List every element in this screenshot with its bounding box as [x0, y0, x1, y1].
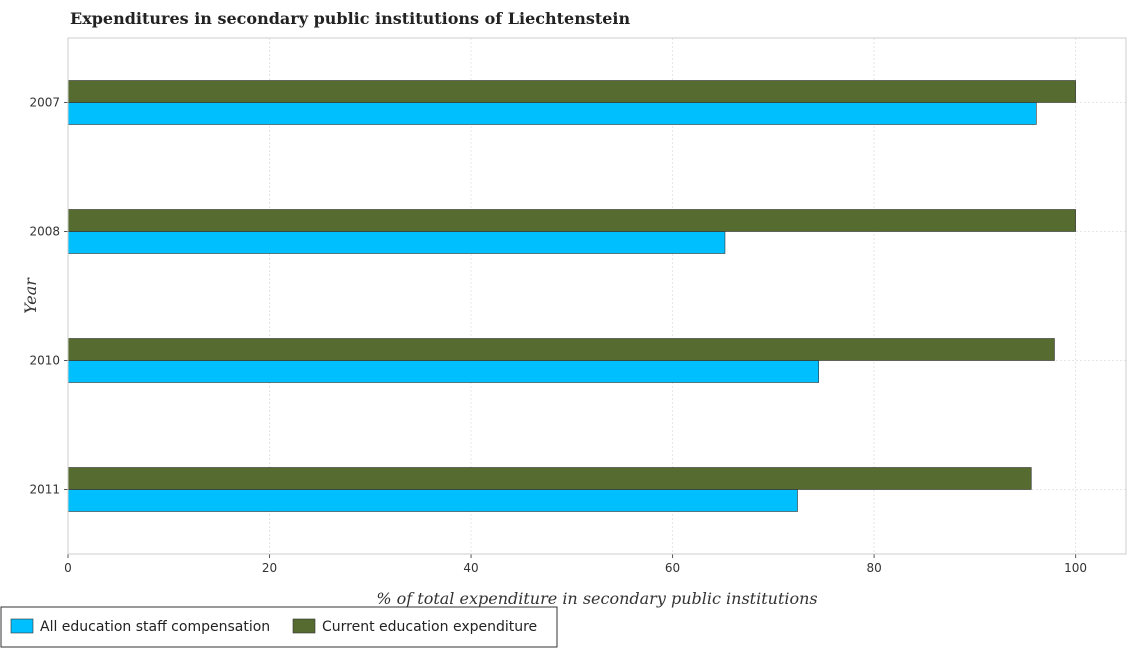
- x-tick-label: 0: [64, 561, 72, 575]
- legend-swatch-staff-compensation: [10, 618, 34, 634]
- legend: All education staff compensation Current…: [0, 606, 558, 648]
- legend-label-current-expenditure: Current education expenditure: [322, 619, 537, 635]
- y-tick-label: 2008: [29, 225, 60, 239]
- x-tick-label: 100: [1064, 561, 1087, 575]
- legend-frame: [0, 606, 558, 648]
- x-tick-label: 60: [665, 561, 680, 575]
- bar-staff-compensation-2011: [67, 489, 798, 512]
- bar-staff-compensation-2010: [67, 360, 819, 383]
- x-tick-label: 20: [262, 561, 277, 575]
- plot-frame: [67, 37, 1127, 555]
- bars: [67, 80, 1076, 512]
- legend-swatch-current-expenditure: [292, 618, 316, 634]
- legend-label-staff-compensation: All education staff compensation: [40, 619, 270, 635]
- y-axis-label: Year: [21, 277, 40, 314]
- x-tick-label: 80: [866, 561, 881, 575]
- x-axis-ticks: 0 20 40 60 80 100: [64, 554, 1087, 575]
- bar-current-expenditure-2007: [67, 80, 1076, 103]
- x-axis-label: % of total expenditure in secondary publ…: [376, 589, 817, 608]
- y-axis-ticks: 2007 2008 2010 2011: [29, 96, 68, 497]
- bar-staff-compensation-2008: [67, 231, 726, 254]
- y-tick-label: 2007: [29, 96, 60, 110]
- y-tick-label: 2010: [29, 354, 60, 368]
- bar-current-expenditure-2008: [67, 209, 1076, 232]
- y-tick-label: 2011: [29, 483, 60, 497]
- x-tick-label: 40: [463, 561, 478, 575]
- chart-title: Expenditures in secondary public institu…: [70, 9, 630, 28]
- bar-staff-compensation-2007: [67, 102, 1037, 125]
- bar-current-expenditure-2010: [67, 338, 1055, 361]
- bar-current-expenditure-2011: [67, 467, 1032, 490]
